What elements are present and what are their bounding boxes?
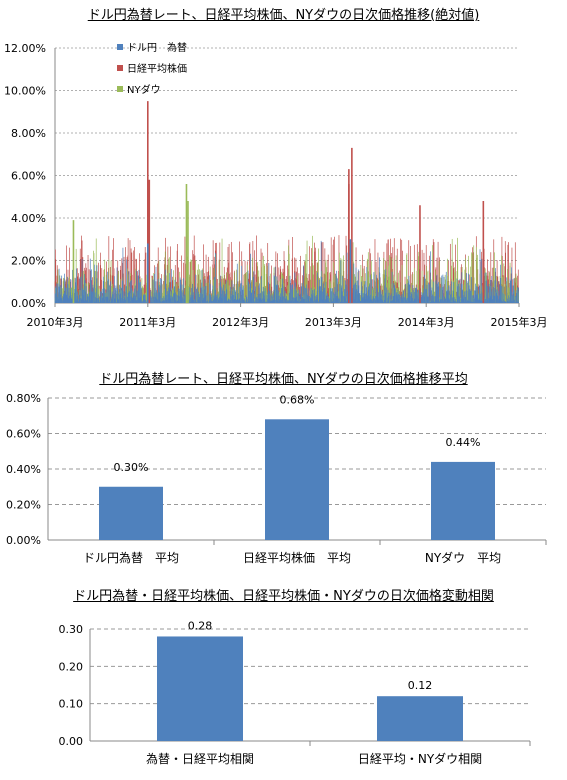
chart2-ytick-label: 0.40%	[6, 463, 41, 476]
chart2-bar	[99, 486, 163, 540]
chart3-ytick-label: 0.30	[59, 623, 84, 636]
chart2-category-label: 日経平均株価 平均	[243, 550, 351, 565]
chart3-title: ドル円為替・日経平均株価、日経平均株価・NYダウの日次価格変動相関	[73, 589, 494, 604]
chart3-ytick-label: 0.20	[59, 660, 84, 673]
chart1-xtick-label: 2010年3月	[27, 315, 84, 329]
chart1-legend-label: 日経平均株価	[127, 62, 187, 75]
chart1-ytick-label: 4.00%	[11, 212, 46, 225]
chart1-legend-label: ドル円 為替	[127, 41, 187, 54]
chart1-legend-swatch	[117, 44, 123, 50]
chart1-ytick-label: 10.00%	[4, 85, 46, 98]
chart2-data-label: 0.30%	[114, 461, 149, 474]
chart3-bar-chart: 0.00 0.10 0.20 0.30 0.28 為替・日経平均相関 0.12 日経平均・NY…	[59, 619, 531, 766]
chart3-data-label: 0.12	[408, 679, 433, 692]
chart2-ytick-label: 0.60%	[6, 428, 41, 441]
chart1-xtick-label: 2015年3月	[491, 315, 548, 329]
chart3-ytick-label: 0.00	[59, 735, 84, 748]
chart2-bar-chart: 0.00% 0.20% 0.40% 0.60% 0.80% 0.30% ドル円為替 平均 0.…	[6, 392, 547, 565]
chart1-xtick-label: 2012年3月	[212, 315, 269, 329]
chart2-category-label: ドル円為替 平均	[83, 551, 179, 565]
chart2-title: ドル円為替レート、日経平均株価、NYダウの日次価格推移平均	[99, 372, 468, 387]
chart1-series-usdjpy	[54, 240, 519, 303]
chart1-series-nikkei	[54, 235, 519, 303]
chart3-ytick-label: 0.10	[59, 698, 84, 711]
chart1-ytick-label: 8.00%	[11, 127, 46, 140]
chart3-category-label: 為替・日経平均相関	[146, 752, 254, 766]
chart2-ytick-label: 0.80%	[6, 392, 41, 405]
chart2-ytick-label: 0.20%	[6, 499, 41, 512]
chart2-data-label: 0.44%	[446, 436, 481, 449]
chart1-xtick-label: 2014年3月	[398, 315, 455, 329]
chart2-ytick-label: 0.00%	[6, 534, 41, 547]
chart1-legend-swatch	[117, 86, 123, 92]
chart3-category-label: 日経平均・NYダウ相関	[358, 751, 482, 766]
chart1-area-chart: 0.00% 2.00% 4.00% 6.00% 8.00% 10.00% 12.00% 201…	[4, 41, 548, 329]
chart1-ytick-label: 0.00%	[11, 297, 46, 310]
chart2-bar	[431, 461, 495, 540]
chart1-ytick-label: 12.00%	[4, 42, 46, 55]
chart3-data-label: 0.28	[188, 619, 213, 632]
chart2-bar	[265, 419, 329, 540]
chart3-bar	[157, 636, 243, 741]
chart2-data-label: 0.68%	[280, 393, 315, 406]
chart3-bar	[377, 696, 463, 741]
chart1-ytick-label: 6.00%	[11, 170, 46, 183]
chart1-ytick-label: 2.00%	[11, 255, 46, 268]
chart1-xtick-label: 2011年3月	[119, 315, 176, 329]
chart2-category-label: NYダウ 平均	[425, 550, 501, 565]
chart1-xtick-label: 2013年3月	[305, 315, 362, 329]
chart1-legend-swatch	[117, 65, 123, 71]
chart1-legend-label: NYダウ	[127, 83, 161, 96]
chart1-title: ドル円為替レート、日経平均株価、NYダウの日次価格推移(絶対値)	[87, 8, 480, 23]
